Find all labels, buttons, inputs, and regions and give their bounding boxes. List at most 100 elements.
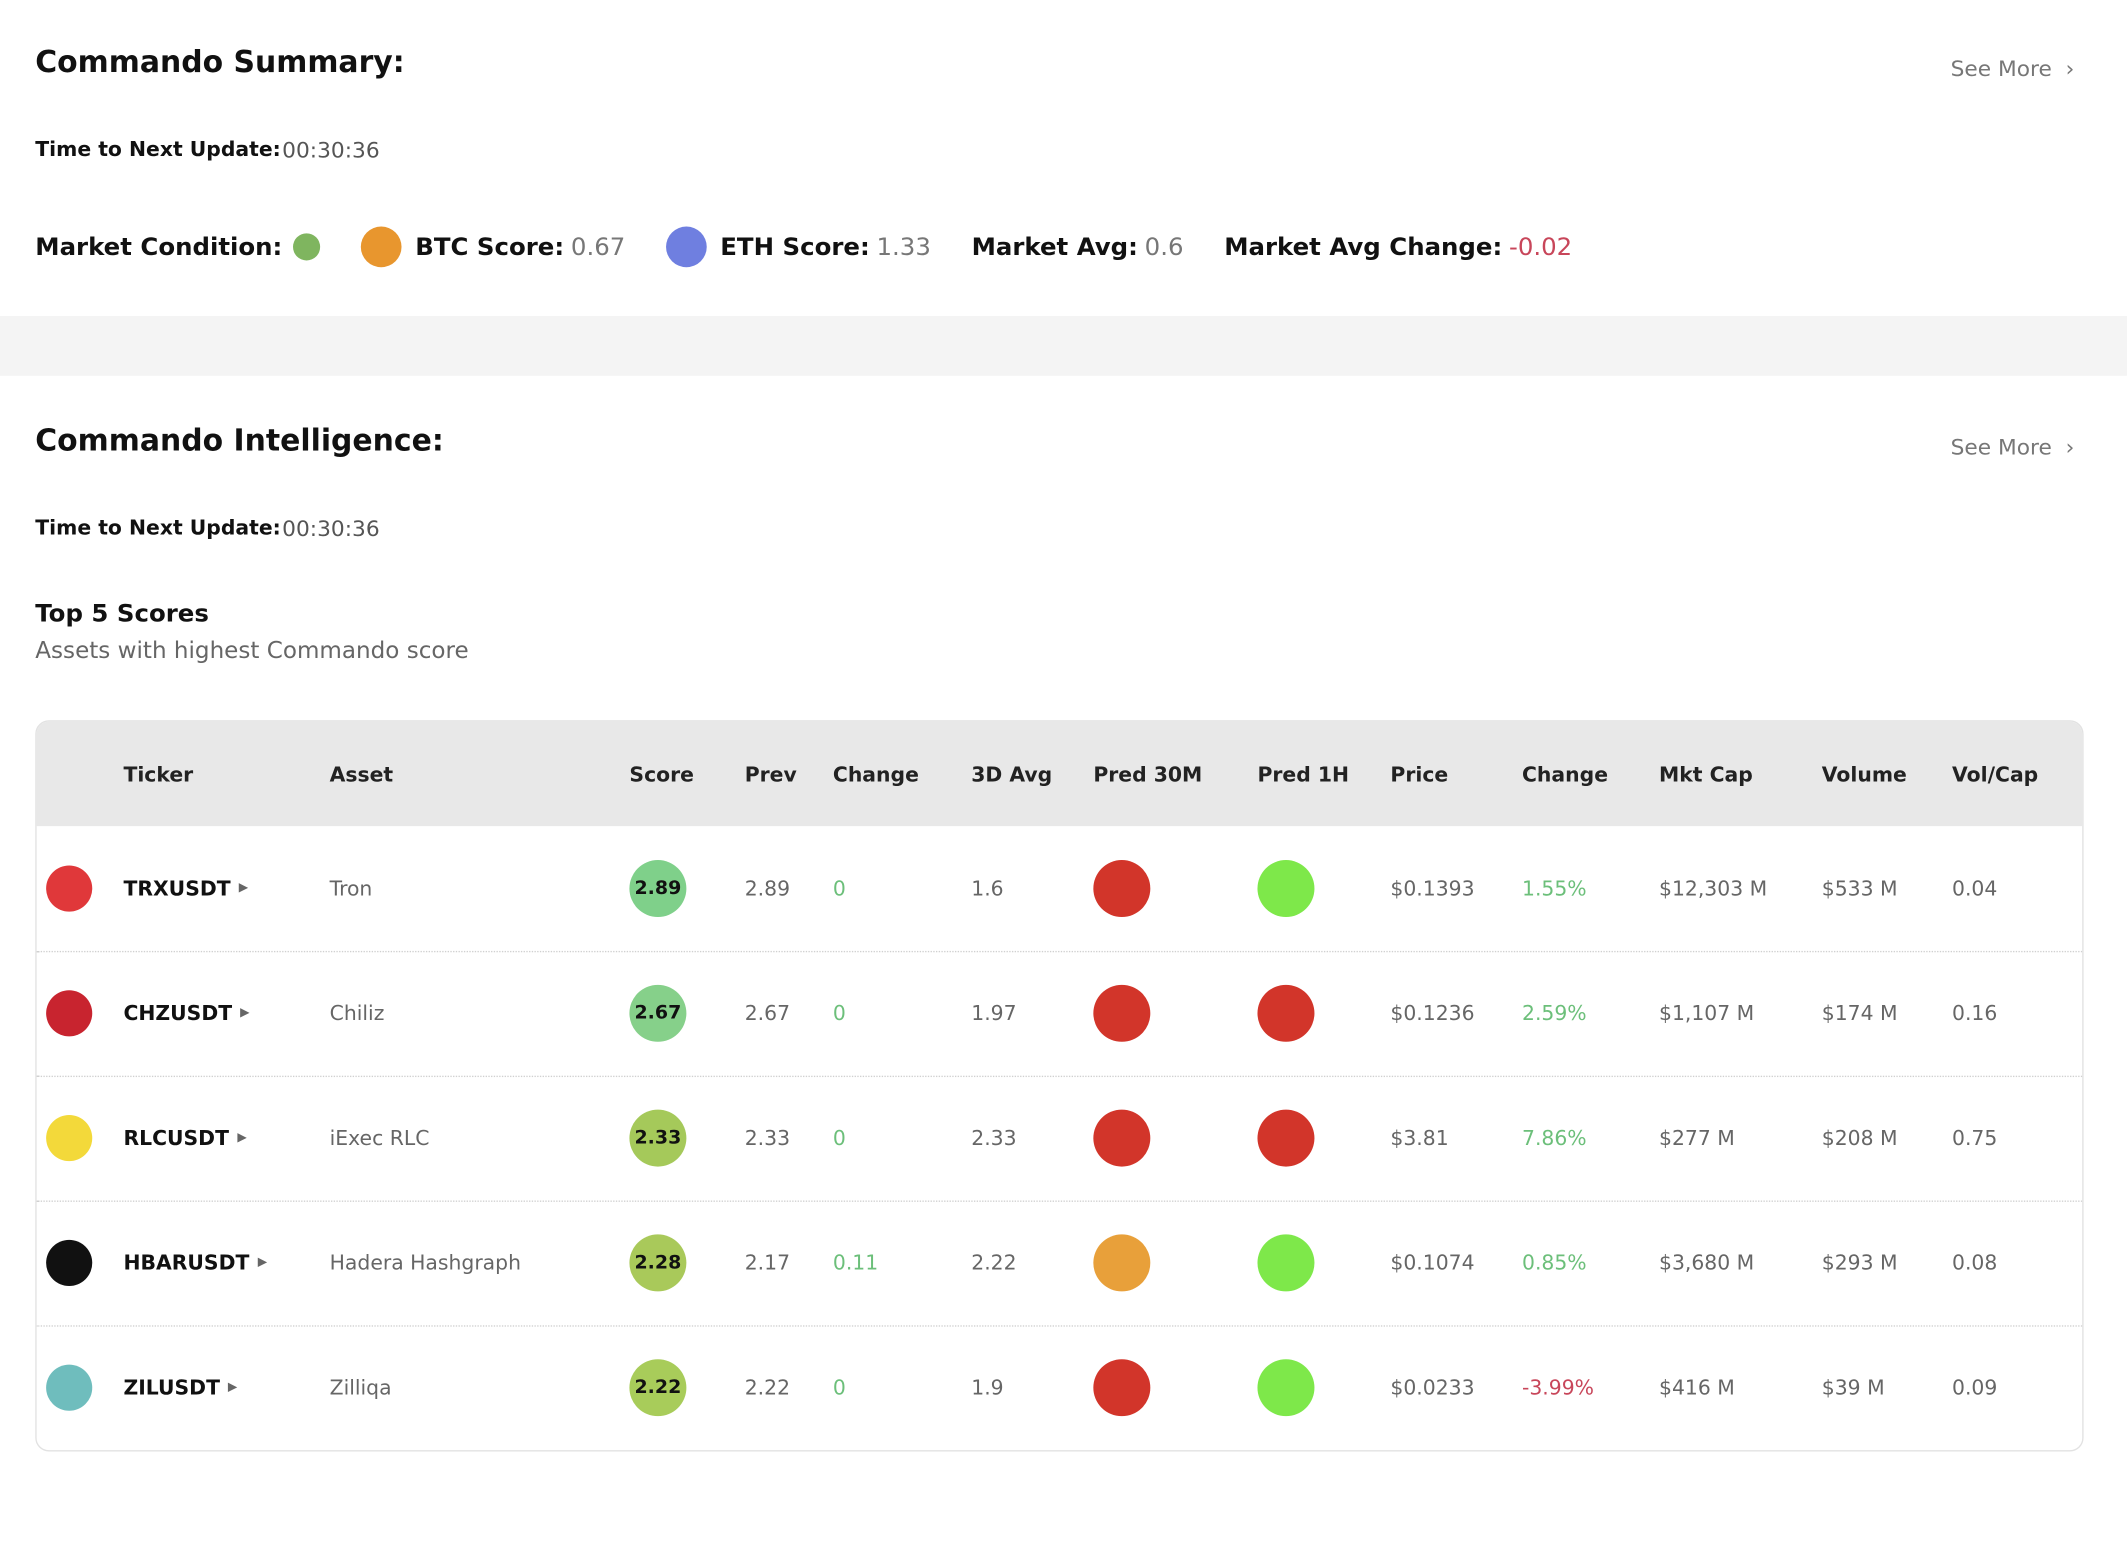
update-value: 00:30:36 [282, 515, 380, 542]
avg-3d-cell: 1.9 [971, 1375, 1004, 1400]
metric-label: Market Avg: [971, 232, 1138, 262]
coin-icon [665, 226, 707, 268]
prediction-dot [1257, 860, 1315, 917]
prev-cell: 2.17 [744, 1250, 791, 1276]
prev-cell: 2.33 [744, 1125, 791, 1151]
market-condition-dot [293, 233, 321, 261]
metric-value: 0.67 [570, 232, 626, 262]
vol-cap-cell: 0.09 [1952, 1375, 1998, 1400]
prediction-dot [1093, 1359, 1151, 1417]
ticker-cell: TRXUSDT [123, 876, 231, 901]
asset-cell: Zilliqa [329, 1375, 392, 1400]
row-separator [36, 1200, 2083, 1202]
asset-icon [46, 1364, 93, 1411]
metric-value: -0.02 [1509, 232, 1573, 262]
column-header: 3D Avg [971, 762, 1053, 787]
asset-icon [46, 1239, 93, 1286]
scores-table: Ticker Asset Score Prev Change 3D Avg Pred 30M… [35, 720, 2084, 1452]
see-more[interactable]: See More › [1950, 434, 2075, 460]
see-more[interactable]: See More › [1950, 55, 2075, 82]
avg-3d-cell: 2.33 [971, 1125, 1017, 1151]
score-badge: 2.89 [629, 860, 687, 917]
section-title: Top 5 Scores [35, 599, 209, 629]
column-header: Pred 30M [1093, 762, 1203, 787]
expand-arrow: ▶ [240, 1006, 250, 1021]
ticker-cell: ZILUSDT [123, 1375, 220, 1400]
change-cell: 0 [832, 1125, 846, 1151]
volume-cell: $174 M [1821, 1001, 1898, 1026]
prev-cell: 2.67 [744, 1001, 791, 1026]
update-label: Time to Next Update: [35, 137, 281, 162]
expand-arrow: ▶ [227, 1380, 238, 1395]
price-change-cell: 1.55% [1521, 876, 1587, 901]
prediction-dot [1093, 984, 1151, 1042]
avg-3d-cell: 2.22 [971, 1250, 1017, 1276]
change-cell: 0 [832, 876, 846, 901]
market-row: Market Condition: BTC Score: 0.67 ETH Score… [35, 226, 1613, 268]
score-value: 2.67 [634, 1002, 682, 1025]
asset-cell: iExec RLC [329, 1125, 430, 1151]
price-change-cell: 7.86% [1521, 1125, 1587, 1151]
score-badge: 2.22 [629, 1359, 687, 1417]
prev-cell: 2.89 [744, 876, 791, 901]
row-separator [36, 1075, 2083, 1078]
avg-3d-cell: 1.6 [971, 876, 1004, 901]
mkt-cap-cell: $1,107 M [1658, 1001, 1755, 1026]
summary-title: Commando Summary: [35, 46, 405, 81]
expand-arrow: ▶ [257, 1256, 268, 1270]
expand-arrow: ▶ [237, 1131, 247, 1145]
volume-cell: $39 M [1821, 1375, 1885, 1400]
mkt-cap-cell: $3,680 M [1658, 1250, 1755, 1276]
price-change-cell: -3.99% [1521, 1375, 1594, 1400]
table-header: Ticker Asset Score Prev Change 3D Avg Pred 30M… [36, 721, 2083, 827]
row-separator [36, 1325, 2083, 1327]
vol-cap-cell: 0.75 [1952, 1125, 1998, 1151]
change-cell: 0 [832, 1375, 846, 1400]
asset-cell: Chiliz [329, 1001, 385, 1026]
column-header: Mkt Cap [1658, 762, 1753, 787]
update-label: Time to Next Update: [35, 515, 281, 540]
score-badge: 2.33 [629, 1109, 687, 1167]
price-change-cell: 2.59% [1521, 1001, 1587, 1026]
prev-cell: 2.22 [744, 1375, 791, 1400]
change-cell: 0 [832, 1001, 846, 1026]
market-condition-label: Market Condition: [35, 232, 283, 262]
prediction-dot [1093, 860, 1151, 917]
prediction-dot [1257, 984, 1315, 1042]
volume-cell: $293 M [1821, 1250, 1898, 1276]
price-cell: $0.1393 [1390, 876, 1475, 901]
ticker-cell: HBARUSDT [123, 1250, 250, 1276]
column-header: Asset [329, 762, 394, 787]
expand-arrow: ▶ [238, 881, 249, 896]
metric-value: 0.6 [1144, 232, 1184, 262]
score-badge: 2.67 [629, 984, 687, 1042]
metric-label: Market Avg Change: [1224, 232, 1503, 262]
prediction-dot [1257, 1359, 1315, 1417]
asset-icon [46, 990, 93, 1037]
column-header: Change [832, 762, 919, 787]
metric-value: 1.33 [876, 232, 931, 262]
prediction-dot [1257, 1234, 1315, 1292]
price-cell: $0.0233 [1390, 1375, 1475, 1400]
prediction-dot [1257, 1109, 1315, 1167]
asset-cell: Tron [329, 876, 373, 901]
change-cell: 0.11 [832, 1250, 879, 1276]
ticker-cell: RLCUSDT [123, 1125, 229, 1151]
score-badge: 2.28 [629, 1234, 687, 1292]
column-header: Vol/Cap [1952, 762, 2039, 787]
score-value: 2.33 [634, 1127, 682, 1149]
column-header: Prev [744, 762, 797, 787]
column-header: Change [1521, 762, 1609, 787]
column-header: Score [629, 762, 694, 787]
metric-label: BTC Score: [415, 232, 565, 262]
section-subtitle: Assets with highest Commando score [35, 637, 469, 665]
prediction-dot [1093, 1234, 1151, 1292]
intelligence-title: Commando Intelligence: [35, 424, 444, 459]
mkt-cap-cell: $12,303 M [1658, 876, 1768, 901]
vol-cap-cell: 0.08 [1952, 1250, 1998, 1276]
price-cell: $3.81 [1390, 1125, 1449, 1151]
prediction-dot [1093, 1109, 1151, 1167]
column-header: Volume [1821, 762, 1907, 787]
